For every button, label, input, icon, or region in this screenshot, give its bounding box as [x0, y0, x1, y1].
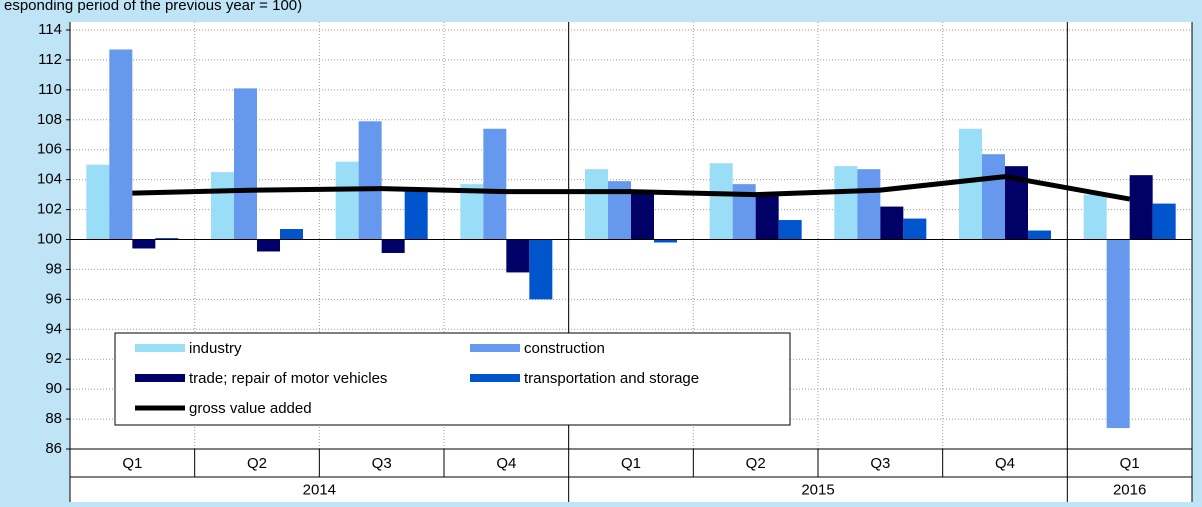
- bar: [358, 121, 382, 240]
- bar: [880, 206, 904, 240]
- bar: [109, 49, 133, 240]
- bar: [709, 163, 733, 240]
- legend-swatch: [135, 344, 185, 352]
- y-tick-label: 100: [37, 230, 62, 247]
- bar: [959, 128, 982, 240]
- bar: [381, 239, 405, 253]
- bar: [631, 190, 654, 240]
- y-tick-label: 104: [37, 171, 62, 188]
- bar: [234, 88, 257, 240]
- legend-label: trade; repair of motor vehicles: [189, 370, 387, 387]
- y-tick-label: 110: [38, 81, 62, 98]
- bar: [755, 196, 779, 240]
- bar: [1106, 239, 1130, 429]
- legend-label: industry: [189, 340, 242, 357]
- y-tick-label: 88: [45, 410, 62, 427]
- bar: [335, 161, 359, 240]
- x-tick-label: Q1: [1120, 455, 1140, 472]
- bar: [155, 238, 179, 240]
- x-tick-label: Q4: [995, 455, 1015, 472]
- x-tick-label: Q4: [496, 455, 516, 472]
- y-tick-label: 98: [45, 260, 62, 277]
- bar: [654, 239, 677, 243]
- bar: [1083, 194, 1107, 240]
- y-tick-label: 112: [38, 51, 62, 68]
- y-tick-label: 92: [45, 350, 62, 367]
- x-group-label: 2016: [1113, 481, 1146, 498]
- legend-swatch: [135, 374, 185, 382]
- legend-label: construction: [524, 340, 605, 357]
- legend-swatch: [470, 374, 520, 382]
- x-group-label: 2014: [303, 481, 336, 498]
- x-tick-label: Q3: [372, 455, 392, 472]
- y-tick-label: 102: [37, 201, 62, 218]
- y-tick-label: 94: [45, 320, 62, 337]
- bar: [903, 218, 927, 240]
- bar: [257, 239, 280, 252]
- bar: [132, 239, 156, 249]
- legend: [114, 332, 791, 426]
- bar: [1152, 203, 1176, 240]
- bar: [506, 239, 530, 273]
- bar: [529, 239, 553, 300]
- bar: [211, 172, 234, 240]
- x-tick-label: Q1: [122, 455, 142, 472]
- bar: [404, 190, 428, 240]
- bar: [86, 164, 110, 240]
- bar: [608, 181, 631, 240]
- bar: [1028, 230, 1051, 240]
- bar: [460, 184, 484, 240]
- legend-swatch: [470, 344, 520, 352]
- y-tick-label: 96: [45, 290, 62, 307]
- bar: [732, 184, 756, 240]
- bar: [834, 166, 858, 240]
- y-tick-label: 106: [37, 141, 62, 158]
- bar: [280, 229, 303, 240]
- bar: [778, 220, 802, 240]
- bar: [585, 169, 608, 240]
- y-tick-label: 86: [45, 440, 62, 457]
- y-tick-label: 108: [37, 111, 62, 128]
- bar: [483, 128, 507, 240]
- chart-title: esponding period of the previous year = …: [4, 0, 302, 14]
- line-series: [132, 174, 1131, 202]
- x-group-label: 2015: [801, 481, 834, 498]
- legend-label: gross value added: [189, 400, 312, 417]
- x-tick-label: Q2: [746, 455, 766, 472]
- x-tick-label: Q1: [621, 455, 641, 472]
- bar: [1129, 175, 1153, 240]
- bar: [857, 169, 881, 240]
- y-tick-label: 114: [38, 21, 62, 38]
- x-tick-label: Q3: [870, 455, 890, 472]
- bar: [982, 154, 1005, 240]
- legend-label: transportation and storage: [524, 370, 699, 387]
- y-tick-label: 90: [45, 380, 62, 397]
- bar: [1005, 166, 1028, 240]
- x-tick-label: Q2: [247, 455, 267, 472]
